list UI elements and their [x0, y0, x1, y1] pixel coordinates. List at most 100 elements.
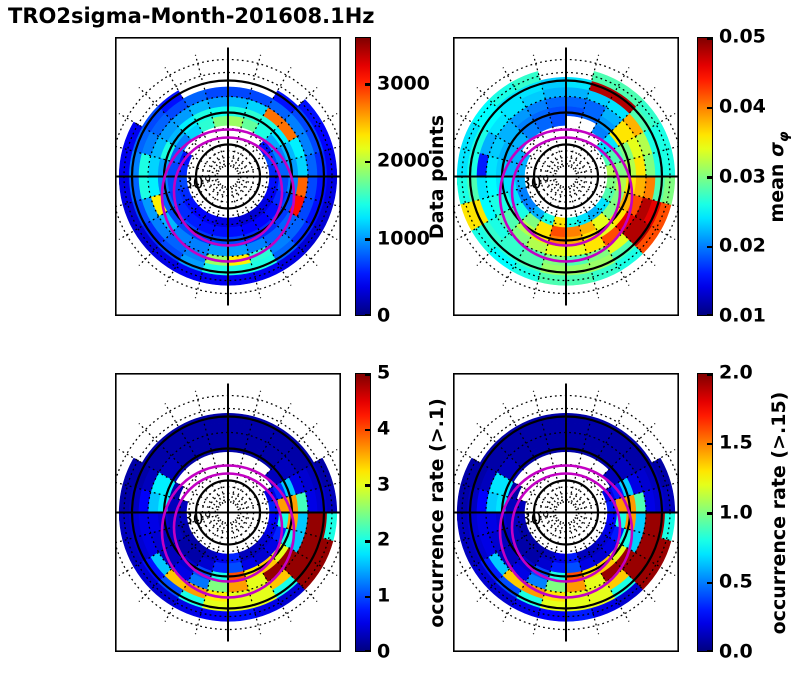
dotted-grid-radial — [237, 178, 350, 210]
polar-plot-occurrence-gt-0p15-svg: 60°70°80° — [440, 373, 692, 652]
dotted-grid-radial — [118, 112, 220, 173]
colorbar-tick — [365, 650, 370, 653]
dotted-grid-radial — [532, 390, 565, 504]
dotted-grid-radial — [138, 183, 222, 267]
dotted-grid-radial — [237, 143, 350, 175]
colorbar-tick-label: 0.05 — [719, 25, 766, 48]
dotted-grid-radial — [575, 178, 688, 210]
colorbar-tick — [707, 442, 712, 445]
colorbar-tick — [365, 374, 370, 377]
polar-plot-data-points-svg: 60°70°80° — [102, 37, 354, 316]
colorbar-tick — [707, 512, 712, 515]
figure-title: TRO2sigma-Month-201608.1Hz — [8, 4, 375, 28]
colorbar-tick-label: 0.02 — [719, 234, 766, 257]
dotted-grid-radial — [194, 185, 227, 299]
colorbar-tick-label: 1.5 — [719, 431, 753, 454]
dotted-grid-radial — [570, 403, 630, 505]
heatmap-cell — [214, 216, 229, 229]
colorbar-tick — [365, 596, 370, 599]
colorbar-tick — [707, 246, 712, 249]
dotted-grid-radial — [237, 479, 350, 511]
colorbar-tick — [707, 374, 712, 377]
dotted-grid-radial — [476, 86, 560, 170]
colorbar-tick — [707, 106, 712, 109]
dotted-grid-radial — [532, 185, 565, 299]
dotted-grid-radial — [444, 178, 557, 210]
heatmap-cell — [552, 216, 567, 229]
axes-frame — [115, 37, 341, 316]
dotted-grid-radial — [456, 112, 558, 173]
colorbar-tick — [365, 160, 370, 164]
colorbar-tick-label: 3000 — [377, 72, 430, 95]
colorbar-tick — [365, 238, 370, 241]
dotted-grid-radial — [194, 521, 227, 635]
dotted-grid-radial — [476, 422, 560, 506]
colorbar-tick — [707, 314, 712, 317]
dotted-grid-radial — [138, 86, 222, 170]
polar-plot-occurrence-gt-0p1-svg: 60°70°80° — [102, 373, 354, 652]
colorbar-tick — [365, 540, 370, 543]
heatmap-cells — [118, 412, 338, 622]
colorbar-tick-label: 2000 — [377, 149, 430, 172]
heatmap-cell — [605, 512, 618, 527]
colorbar-tick-label: 4 — [377, 417, 391, 440]
polar-plot-mean-sigma-phi-svg: 60°70°80° — [440, 37, 692, 316]
colorbar-axis-label: occurrence rate (>.15) — [768, 391, 790, 634]
heatmap-cells — [118, 86, 338, 286]
dotted-grid-radial — [456, 180, 558, 241]
dotted-grid-radial — [444, 143, 557, 175]
colorbar-gradient — [356, 38, 370, 315]
dotted-grid-radial — [456, 516, 558, 577]
dotted-grid-radial — [232, 184, 292, 286]
dotted-grid-radial — [164, 520, 224, 622]
colorbar-gradient — [356, 374, 370, 651]
colorbar-tick-label: 5 — [377, 361, 391, 384]
dotted-grid-radial — [118, 180, 220, 241]
colorbar-tick-label: 0 — [377, 304, 391, 327]
colorbar-occurrence-gt-0p15 — [697, 373, 713, 653]
dotted-grid-radial — [574, 180, 676, 241]
colorbar-axis-label: Data points — [426, 114, 448, 239]
colorbar-data-points — [355, 37, 371, 317]
colorbar-tick — [707, 38, 712, 41]
dotted-grid-radial — [106, 514, 219, 546]
dotted-grid-radial — [229, 185, 262, 299]
dotted-grid-radial — [236, 180, 338, 241]
dotted-grid-radial — [572, 519, 656, 603]
colorbar-tick — [707, 582, 712, 585]
axes-frame — [453, 373, 679, 652]
polar-plot-occurrence-gt-0p15: 60°70°80° — [440, 373, 692, 652]
dotted-grid-radial — [229, 54, 262, 168]
dotted-grid-radial — [572, 86, 656, 170]
colorbar-tick — [365, 484, 370, 487]
dotted-grid-radial — [194, 390, 227, 504]
colorbar-axis-label: mean σφ — [766, 130, 792, 223]
axes-frame — [115, 373, 341, 652]
dotted-grid-radial — [456, 448, 558, 509]
auroral-ovals — [498, 464, 634, 599]
dotted-grid-radial — [532, 521, 565, 635]
dotted-grid-radial — [164, 67, 224, 169]
dotted-grid-radial — [444, 479, 557, 511]
dotted-grid-radial — [502, 520, 562, 622]
dotted-grid-radial — [502, 67, 562, 169]
colorbar-tick-label: 1 — [377, 584, 391, 607]
dotted-grid-radial — [236, 448, 338, 509]
colorbar-tick — [365, 314, 370, 317]
dotted-grid-radial — [574, 448, 676, 509]
heatmap-cell — [267, 176, 280, 191]
colorbar-tick-label: 0.01 — [719, 304, 766, 327]
dotted-grid-radial — [532, 54, 565, 168]
colorbar-mean-sigma-phi — [697, 37, 713, 317]
dotted-grid-radial — [229, 521, 262, 635]
colorbar-tick-label: 0.03 — [719, 165, 766, 188]
auroral-oval-circle — [160, 464, 296, 599]
dotted-grid-radial — [118, 448, 220, 509]
polar-plot-data-points: 60°70°80° — [102, 37, 354, 316]
dotted-grid-radial — [106, 143, 219, 175]
dotted-grid-radial — [444, 514, 557, 546]
colorbar-tick-label: 0.5 — [719, 570, 753, 593]
dotted-grid-radial — [570, 520, 630, 622]
auroral-oval-circle — [510, 136, 622, 247]
